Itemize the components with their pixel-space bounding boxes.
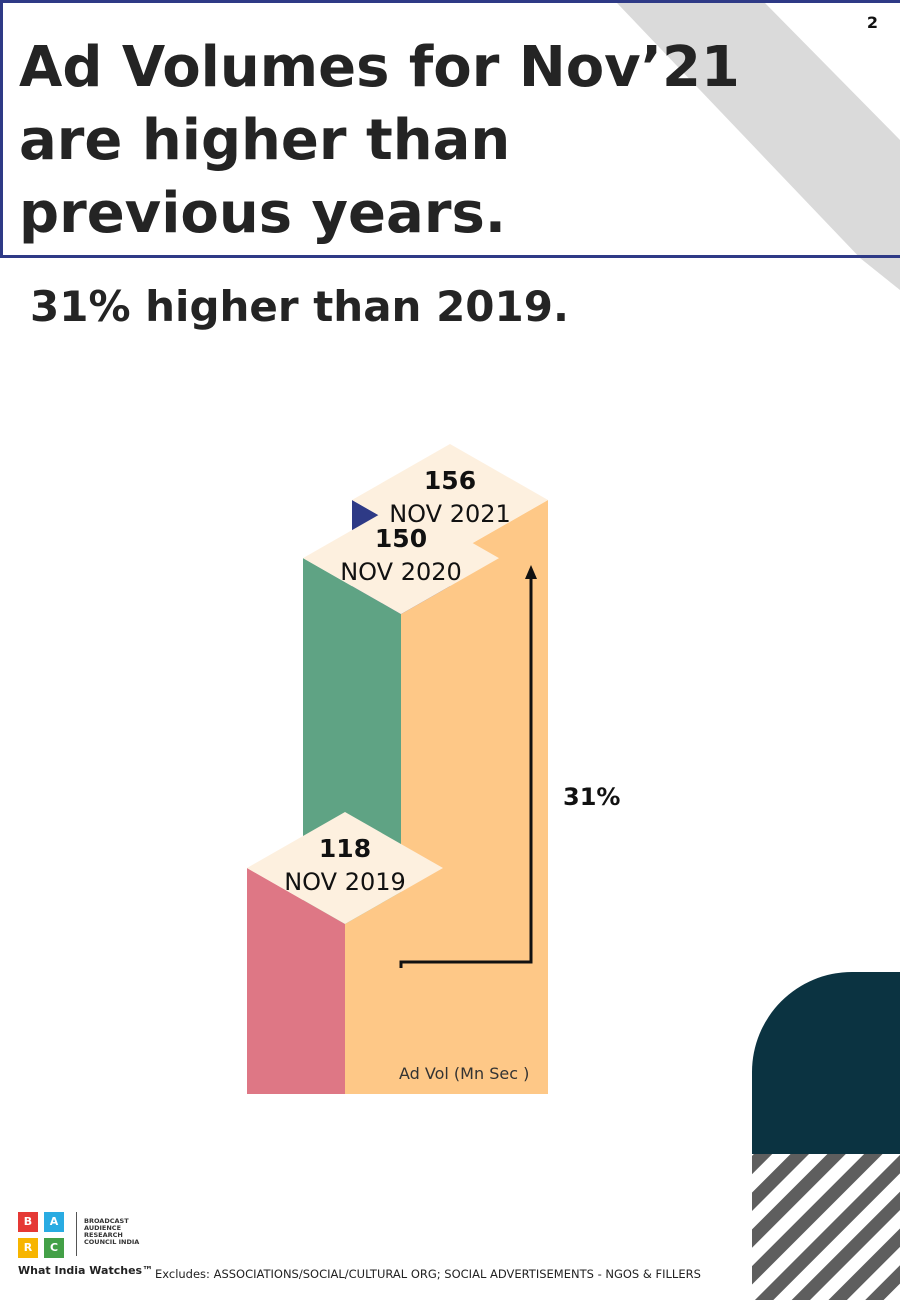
bar-top-face-nov-2020 [303, 502, 499, 615]
logo-divider [76, 1212, 77, 1256]
bar-left-face-nov-2019 [247, 868, 345, 1094]
growth-arrow-line [399, 578, 533, 968]
page-number: 2 [866, 13, 878, 32]
unit-label: Ad Vol (Mn Sec ) [399, 1064, 529, 1083]
category-label-nov-2019: NOV 2019 [284, 868, 406, 896]
page-title: Ad Volumes for Nov’21 are higher than pr… [19, 35, 740, 246]
data-label-nov-2019: 118 [319, 834, 371, 863]
category-label-nov-2020: NOV 2020 [340, 558, 462, 586]
footnote: Excludes: ASSOCIATIONS/SOCIAL/CULTURAL O… [155, 1267, 701, 1281]
data-label-nov-2020: 150 [375, 524, 427, 553]
growth-arrow-head [525, 565, 537, 579]
logo-org-name: BROADCAST AUDIENCE RESEARCH COUNCIL INDI… [84, 1217, 140, 1246]
title-box: 2 Ad Volumes for Nov’21 are higher than … [0, 0, 900, 258]
page-subtitle: 31% higher than 2019. [30, 282, 569, 331]
logo-tagline: What India Watches™ [18, 1264, 154, 1277]
decorative-stripe [860, 258, 900, 290]
logo-letter-a: A [44, 1212, 64, 1232]
logo-letter-r: R [18, 1238, 38, 1258]
category-label-nov-2021: NOV 2021 [389, 500, 511, 528]
logo-letter-c: C [44, 1238, 64, 1258]
data-label-nov-2021: 156 [424, 466, 476, 495]
corner-decoration [752, 972, 900, 1300]
logo-letter-b: B [18, 1212, 38, 1232]
bar-top-face-nov-2019 [247, 812, 443, 924]
title-stripe-decoration [617, 3, 900, 255]
growth-annotation: 31% [563, 783, 620, 811]
bar-right-face-nov-2019 [345, 868, 443, 1094]
